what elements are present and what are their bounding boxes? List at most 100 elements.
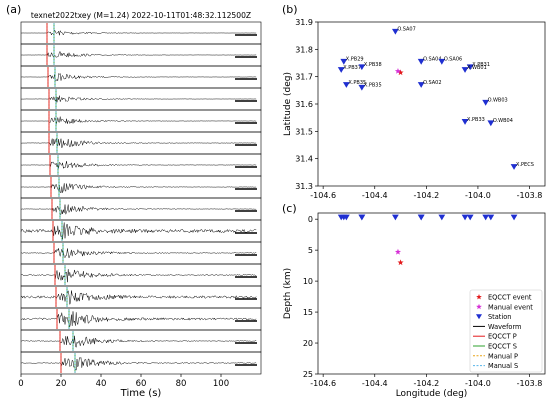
station-label: X.PB38 xyxy=(364,62,382,68)
station-marker xyxy=(391,214,399,221)
panel-c-xlabel: Longitude (deg) xyxy=(396,389,468,399)
station-marker xyxy=(466,214,474,221)
x-tick-label: -104.6 xyxy=(310,191,336,200)
panel-c-frame xyxy=(317,212,546,375)
waveform xyxy=(20,204,257,216)
x-tick-label: 100 xyxy=(213,379,229,389)
legend-station-label: Station xyxy=(488,313,511,321)
station-marker xyxy=(482,99,490,106)
station-label: O.WB04 xyxy=(493,118,513,124)
x-tick-label: -104.2 xyxy=(413,191,439,200)
legend-waveform-label: Waveform xyxy=(488,323,521,331)
eqcct-event-star xyxy=(397,259,404,266)
waveform xyxy=(20,183,257,194)
y-tick-label: 0 xyxy=(308,215,313,224)
legend-manual-event-label: Manual event xyxy=(488,303,533,311)
manual-event-star xyxy=(394,248,402,255)
waveform xyxy=(20,51,257,59)
x-tick-label: -104.0 xyxy=(465,191,491,200)
station-label: O.SA07 xyxy=(397,27,415,33)
waveform xyxy=(20,138,257,149)
waveform xyxy=(20,356,257,371)
station-marker xyxy=(358,214,366,221)
eqcct-event-star xyxy=(397,69,404,76)
waveform xyxy=(21,72,257,82)
y-tick-label: 31.7 xyxy=(295,73,313,82)
y-tick-label: 31.5 xyxy=(295,127,313,136)
panel-c-label: (c) xyxy=(282,202,297,215)
station-marker xyxy=(417,82,425,88)
station-label: O.SA06 xyxy=(444,57,462,63)
y-tick-label: 31.6 xyxy=(295,100,313,109)
station-marker xyxy=(487,214,495,221)
legend-manual-p-label: Manual P xyxy=(488,352,518,360)
panel-b-label: (b) xyxy=(282,3,298,16)
station-marker xyxy=(461,119,469,125)
y-tick-label: 31.8 xyxy=(295,45,313,54)
station-marker xyxy=(340,58,348,65)
legend-eqcct-event-marker xyxy=(476,294,482,300)
x-tick-label: 40 xyxy=(96,379,107,389)
station-marker xyxy=(417,58,425,65)
waveform xyxy=(20,311,257,327)
station-label: X.PECS xyxy=(516,162,534,168)
station-label: X.PB37 xyxy=(343,65,361,71)
y-tick-label: 15 xyxy=(303,308,313,317)
station-marker xyxy=(510,214,518,221)
panel-a-label: (a) xyxy=(6,3,21,16)
station-marker xyxy=(510,164,518,170)
y-tick-label: 5 xyxy=(308,246,313,255)
station-marker xyxy=(358,64,366,71)
station-marker xyxy=(466,64,474,71)
manual-event-star xyxy=(394,68,402,74)
legend-manual-event-marker xyxy=(476,303,482,310)
legend-station-marker xyxy=(476,314,482,320)
station-marker xyxy=(438,214,446,221)
station-marker xyxy=(461,67,469,73)
station-marker xyxy=(417,214,425,221)
station-marker xyxy=(391,28,399,35)
x-tick-label: 0 xyxy=(18,379,23,389)
x-tick-label: -103.8 xyxy=(517,191,543,200)
station-label: O.SA02 xyxy=(423,80,441,86)
station-label: O.SA04 xyxy=(423,57,441,63)
x-tick-label: -104.4 xyxy=(362,379,388,388)
panel-b-frame xyxy=(317,21,546,187)
station-marker xyxy=(461,214,469,221)
station-marker xyxy=(482,214,490,221)
x-tick-label: -104.2 xyxy=(413,379,439,388)
waveform xyxy=(20,116,257,126)
station-label: X.PB33 xyxy=(467,117,485,123)
x-tick-label: 20 xyxy=(56,379,67,389)
waveform xyxy=(20,94,257,103)
x-tick-label: 80 xyxy=(176,379,187,389)
station-label: O.WB03 xyxy=(488,98,508,104)
station-label: X.WB01 xyxy=(467,65,487,71)
y-tick-label: 31.3 xyxy=(295,182,313,191)
waveform xyxy=(20,222,257,240)
waveform xyxy=(20,289,257,305)
panel-c-ylabel: Depth (km) xyxy=(283,268,293,319)
legend-box xyxy=(469,289,543,373)
station-label: X.PB35 xyxy=(364,83,382,89)
waveform xyxy=(20,269,257,283)
panel-a-xlabel: Time (s) xyxy=(120,388,162,399)
x-tick-label: -103.8 xyxy=(517,379,543,388)
x-tick-label: -104.6 xyxy=(310,379,336,388)
x-tick-label: -104.0 xyxy=(465,379,491,388)
station-label: X.PB29 xyxy=(346,57,364,63)
x-tick-label: 60 xyxy=(136,379,147,389)
panel-b-ylabel: Latitude (deg) xyxy=(283,72,293,136)
station-marker xyxy=(342,214,350,221)
waveform xyxy=(20,29,257,36)
x-tick-label: -104.4 xyxy=(362,191,388,200)
waveform xyxy=(20,248,257,259)
y-tick-label: 20 xyxy=(303,339,313,348)
station-marker xyxy=(342,82,350,88)
legend-eqcct-s-label: EQCCT S xyxy=(488,343,517,351)
y-tick-label: 10 xyxy=(303,277,313,286)
legend-eqcct-p-label: EQCCT P xyxy=(488,333,517,341)
y-tick-label: 31.9 xyxy=(295,18,313,27)
station-marker xyxy=(438,58,446,65)
station-marker xyxy=(487,120,495,127)
